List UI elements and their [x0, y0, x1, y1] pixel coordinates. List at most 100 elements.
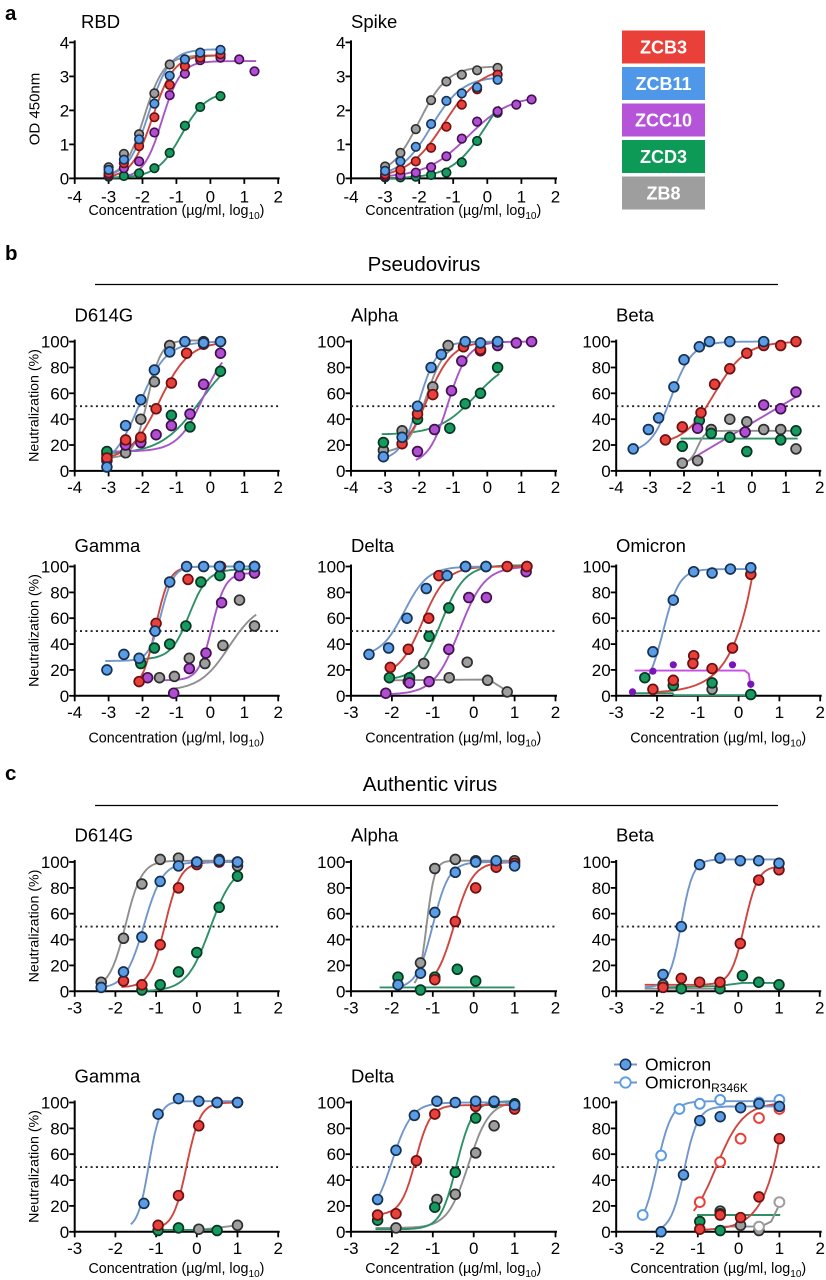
svg-text:-4: -4	[67, 703, 82, 722]
svg-text:100: 100	[582, 853, 610, 872]
svg-text:0: 0	[192, 998, 201, 1017]
svg-text:3: 3	[60, 67, 69, 86]
svg-text:D614G: D614G	[75, 825, 134, 846]
svg-text:-3: -3	[378, 187, 393, 206]
svg-text:0: 0	[60, 687, 69, 706]
svg-text:Omicron: Omicron	[645, 1055, 711, 1075]
svg-text:60: 60	[592, 384, 611, 403]
svg-text:80: 80	[592, 583, 611, 602]
svg-text:Concentration (µg/ml, log10): Concentration (µg/ml, log10)	[630, 1261, 806, 1280]
svg-text:0: 0	[483, 478, 492, 497]
svg-text:-3: -3	[343, 1239, 358, 1258]
svg-text:-1: -1	[169, 187, 184, 206]
svg-text:Alpha: Alpha	[351, 305, 399, 326]
svg-text:60: 60	[327, 384, 346, 403]
svg-text:ZCB11: ZCB11	[635, 74, 691, 94]
svg-text:80: 80	[592, 879, 611, 898]
svg-text:Neutralization (%): Neutralization (%)	[27, 870, 43, 983]
svg-text:0: 0	[601, 687, 610, 706]
svg-text:1: 1	[233, 998, 242, 1017]
svg-text:-3: -3	[609, 1239, 624, 1258]
svg-text:RBD: RBD	[81, 11, 120, 32]
svg-text:20: 20	[592, 956, 611, 975]
svg-text:Neutralization (%): Neutralization (%)	[27, 1110, 43, 1223]
svg-text:100: 100	[582, 1094, 610, 1113]
svg-text:-1: -1	[425, 1239, 440, 1258]
svg-text:Concentration (µg/ml, log10): Concentration (µg/ml, log10)	[365, 203, 541, 222]
svg-text:Spike: Spike	[351, 11, 397, 32]
svg-text:20: 20	[327, 661, 346, 680]
svg-text:0: 0	[336, 462, 345, 481]
svg-text:-1: -1	[446, 187, 461, 206]
svg-text:40: 40	[50, 1171, 69, 1190]
svg-text:2: 2	[551, 187, 560, 206]
svg-text:40: 40	[327, 1171, 346, 1190]
svg-text:-4: -4	[67, 478, 82, 497]
svg-text:0: 0	[60, 169, 69, 188]
svg-text:ZCB3: ZCB3	[640, 38, 687, 58]
svg-text:-3: -3	[378, 478, 393, 497]
svg-text:40: 40	[327, 410, 346, 429]
svg-text:20: 20	[50, 956, 69, 975]
svg-text:1: 1	[510, 1239, 519, 1258]
svg-text:20: 20	[50, 661, 69, 680]
svg-text:80: 80	[592, 359, 611, 378]
svg-text:0: 0	[469, 998, 478, 1017]
svg-text:-3: -3	[101, 703, 116, 722]
svg-text:Delta: Delta	[351, 1066, 395, 1087]
svg-text:-4: -4	[609, 478, 624, 497]
svg-text:100: 100	[582, 333, 610, 352]
svg-text:Delta: Delta	[351, 535, 395, 556]
svg-text:-1: -1	[690, 1239, 705, 1258]
svg-text:40: 40	[592, 410, 611, 429]
svg-text:100: 100	[317, 1094, 345, 1113]
svg-text:60: 60	[592, 905, 611, 924]
svg-text:-1: -1	[690, 703, 705, 722]
svg-text:0: 0	[483, 187, 492, 206]
svg-text:Beta: Beta	[616, 825, 655, 846]
svg-text:-2: -2	[108, 1239, 123, 1258]
svg-text:Gamma: Gamma	[75, 535, 142, 556]
svg-text:1: 1	[774, 998, 783, 1017]
svg-text:2: 2	[551, 703, 560, 722]
svg-text:100: 100	[317, 558, 345, 577]
svg-text:80: 80	[592, 1119, 611, 1138]
svg-text:40: 40	[327, 931, 346, 950]
svg-text:ZCD3: ZCD3	[640, 147, 687, 167]
svg-text:-3: -3	[101, 478, 116, 497]
svg-text:100: 100	[317, 333, 345, 352]
svg-text:-1: -1	[149, 998, 164, 1017]
svg-text:40: 40	[50, 931, 69, 950]
svg-text:100: 100	[41, 853, 69, 872]
svg-text:Gamma: Gamma	[75, 1066, 142, 1087]
svg-text:20: 20	[50, 1197, 69, 1216]
svg-text:Concentration (µg/ml, log10): Concentration (µg/ml, log10)	[88, 731, 264, 750]
svg-text:0: 0	[734, 1239, 743, 1258]
svg-text:0: 0	[60, 982, 69, 1001]
svg-text:-3: -3	[101, 187, 116, 206]
svg-text:-1: -1	[446, 478, 461, 497]
svg-text:20: 20	[327, 1197, 346, 1216]
svg-text:-4: -4	[343, 187, 358, 206]
svg-text:2: 2	[815, 1239, 824, 1258]
svg-text:-3: -3	[609, 703, 624, 722]
svg-text:-3: -3	[343, 998, 358, 1017]
svg-text:Authentic virus: Authentic virus	[363, 773, 497, 796]
svg-text:0: 0	[192, 1239, 201, 1258]
svg-text:Concentration (µg/ml, log10): Concentration (µg/ml, log10)	[88, 1261, 264, 1280]
svg-text:0: 0	[336, 687, 345, 706]
svg-text:-2: -2	[412, 478, 427, 497]
svg-text:-3: -3	[609, 998, 624, 1017]
svg-text:ZCC10: ZCC10	[635, 111, 692, 131]
svg-text:0: 0	[734, 703, 743, 722]
svg-text:60: 60	[327, 905, 346, 924]
svg-text:0: 0	[206, 187, 215, 206]
svg-text:2: 2	[336, 101, 345, 120]
svg-text:1: 1	[336, 135, 345, 154]
svg-text:60: 60	[50, 1145, 69, 1164]
svg-text:20: 20	[592, 1197, 611, 1216]
svg-text:1: 1	[517, 187, 526, 206]
svg-text:2: 2	[815, 998, 824, 1017]
svg-text:40: 40	[50, 635, 69, 654]
svg-text:0: 0	[60, 1223, 69, 1242]
